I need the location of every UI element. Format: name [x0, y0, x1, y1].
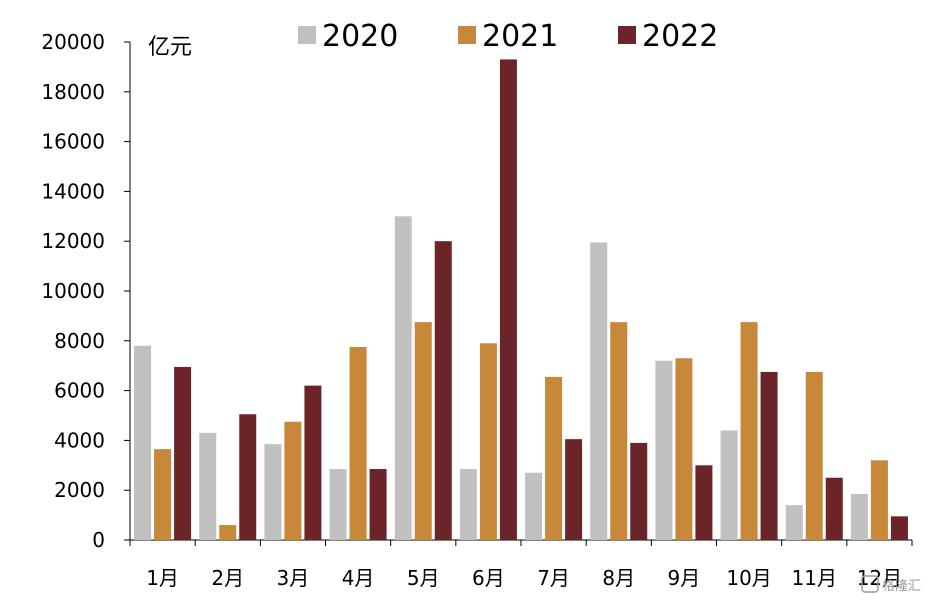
bar-2022-7月 — [565, 439, 583, 540]
bar-2020-12月 — [850, 493, 868, 540]
bar-2021-6月 — [479, 343, 497, 540]
x-tick-label: 1月 — [146, 566, 179, 590]
y-axis: 0 2000 4000 6000 8000 10000 12000 14000 16000 180… — [41, 30, 131, 552]
bar-2021-1月 — [154, 449, 172, 540]
bar-2021-5月 — [414, 322, 432, 540]
x-tick-label: 3月 — [277, 566, 310, 590]
bar-2021-7月 — [545, 376, 563, 540]
bar-2022-5月 — [434, 241, 452, 540]
y-tick-label: 4000 — [54, 428, 105, 452]
bar-2022-6月 — [499, 59, 517, 541]
bar-2021-2月 — [219, 525, 237, 540]
bar-2020-4月 — [329, 469, 347, 540]
bar-2022-11月 — [825, 477, 843, 540]
legend-label-2021: 2021 — [482, 19, 558, 54]
y-tick-label: 16000 — [41, 130, 105, 154]
legend-swatch-2020 — [298, 26, 316, 44]
x-tick-label: 5月 — [407, 566, 440, 590]
y-tick-label: 12000 — [41, 229, 105, 253]
bar-2021-12月 — [870, 460, 888, 540]
x-tick-label: 4月 — [342, 566, 375, 590]
bar-2022-4月 — [369, 469, 387, 540]
x-tick-label: 7月 — [537, 566, 570, 590]
bar-2021-3月 — [284, 421, 302, 540]
x-tick-label: 12月 — [857, 566, 902, 590]
y-tick-label: 8000 — [54, 329, 105, 353]
bar-2020-6月 — [459, 469, 477, 540]
bars — [134, 59, 908, 541]
x-tick-label: 8月 — [602, 566, 635, 590]
watermark-logo-icon — [861, 575, 879, 593]
bar-2021-8月 — [610, 322, 628, 540]
bar-2020-9月 — [655, 360, 673, 540]
y-tick-label: 2000 — [54, 478, 105, 502]
bar-2020-10月 — [720, 430, 738, 540]
y-tick-label: 20000 — [41, 30, 105, 54]
x-tick-label: 10月 — [726, 566, 771, 590]
x-axis: 1月 2月 3月 4月 5月 6月 7月 8月 9月 10月 11月 12月 — [129, 539, 913, 590]
legend: 2020 2021 2022 — [298, 19, 718, 54]
legend-swatch-2021 — [458, 26, 476, 44]
legend-label-2022: 2022 — [642, 19, 718, 54]
bar-2020-7月 — [525, 472, 543, 540]
watermark: 格隆汇 — [861, 575, 921, 594]
x-tick-label: 9月 — [668, 566, 701, 590]
y-tick-label: 10000 — [41, 279, 105, 303]
y-axis-unit-label: 亿元 — [148, 35, 192, 60]
legend-swatch-2022 — [618, 26, 636, 44]
bar-2020-8月 — [590, 242, 608, 540]
bar-2022-8月 — [630, 442, 648, 540]
bar-2022-1月 — [174, 366, 192, 540]
bar-2022-2月 — [239, 414, 257, 540]
bar-2020-11月 — [785, 505, 803, 540]
bar-2022-3月 — [304, 385, 322, 540]
y-tick-label: 18000 — [41, 80, 105, 104]
bar-2022-12月 — [890, 516, 908, 540]
y-tick-label: 14000 — [41, 179, 105, 203]
bar-2021-4月 — [349, 347, 367, 540]
y-tick-label: 6000 — [54, 379, 105, 403]
bar-2020-5月 — [394, 216, 412, 541]
bar-2020-3月 — [264, 444, 282, 540]
x-tick-label: 2月 — [211, 566, 244, 590]
watermark-text: 格隆汇 — [882, 578, 921, 594]
bar-2020-2月 — [199, 432, 217, 540]
bar-2022-10月 — [760, 371, 778, 540]
bar-2021-10月 — [740, 322, 758, 540]
bar-2020-1月 — [134, 345, 152, 540]
bar-2021-11月 — [805, 371, 823, 540]
legend-label-2020: 2020 — [322, 19, 398, 54]
x-tick-label: 11月 — [792, 566, 837, 590]
y-tick-label: 0 — [92, 528, 105, 552]
bar-2021-9月 — [675, 358, 693, 540]
x-tick-label: 6月 — [472, 566, 505, 590]
bar-2022-9月 — [695, 465, 713, 540]
